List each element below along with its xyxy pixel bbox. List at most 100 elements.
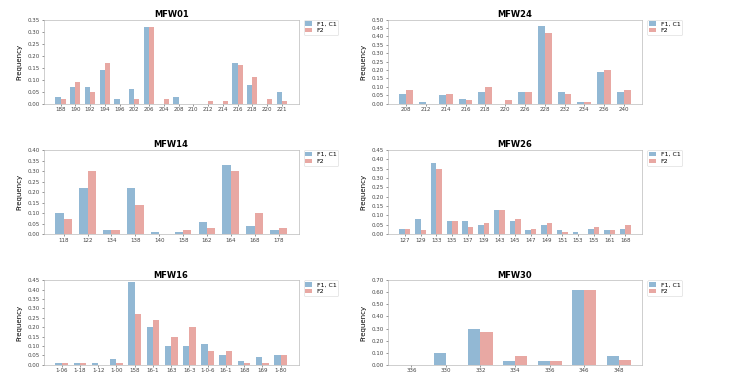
Bar [577,102,584,104]
Bar [201,344,207,365]
Bar [279,228,287,234]
Bar [624,90,631,104]
Bar [270,230,279,234]
Title: MFW14: MFW14 [154,140,188,149]
Bar [485,87,492,104]
Y-axis label: Frequency: Frequency [17,305,23,341]
Bar [207,228,215,234]
Bar [499,210,505,234]
Bar [545,33,552,104]
Bar [593,227,599,234]
Title: MFW24: MFW24 [498,10,532,19]
Bar [468,227,473,234]
Bar [564,94,572,104]
Bar [419,102,426,104]
Bar [199,221,207,234]
Bar [431,163,437,234]
Bar [208,102,213,104]
Bar [503,361,515,365]
Legend: F1, C1, F2: F1, C1, F2 [648,150,683,166]
Bar [92,363,99,365]
Bar [220,355,226,365]
Bar [173,96,179,104]
Bar [466,100,472,104]
Legend: F1, C1, F2: F1, C1, F2 [648,280,683,296]
Bar [103,230,112,234]
Bar [550,361,561,365]
Bar [607,356,619,365]
Bar [526,230,531,234]
Y-axis label: Frequency: Frequency [17,44,23,80]
Bar [226,352,232,365]
Bar [247,85,253,104]
Y-axis label: Frequency: Frequency [361,174,366,210]
Bar [604,70,611,104]
Bar [399,229,404,234]
Y-axis label: Frequency: Frequency [361,44,366,80]
Legend: F1, C1, F2: F1, C1, F2 [648,20,683,35]
Bar [562,232,568,234]
Bar [277,92,282,104]
Bar [64,220,72,234]
Bar [620,229,626,234]
Bar [439,95,446,104]
Bar [223,165,231,234]
Bar [452,221,458,234]
Bar [149,27,154,104]
Bar [80,188,88,234]
Bar [135,205,144,234]
Bar [415,219,420,234]
Bar [153,320,159,365]
Bar [446,94,453,104]
Bar [55,363,62,365]
Bar [115,99,120,104]
Bar [70,87,75,104]
Bar [572,232,578,234]
Bar [572,290,584,365]
Bar [505,100,512,104]
Bar [90,92,95,104]
Bar [610,230,615,234]
Bar [99,70,105,104]
Bar [469,328,480,365]
Bar [55,213,64,234]
Bar [135,314,141,365]
Bar [406,90,413,104]
Bar [134,99,139,104]
Bar [447,221,452,234]
Bar [171,336,177,365]
Bar [510,221,515,234]
Bar [144,27,149,104]
Title: MFW01: MFW01 [154,10,188,19]
Bar [256,357,262,365]
Bar [61,99,66,104]
Bar [399,94,406,104]
Bar [244,363,250,365]
Bar [584,102,591,104]
Bar [151,232,159,234]
Bar [164,99,169,104]
Bar [232,63,237,104]
Bar [541,225,547,234]
Bar [538,26,545,104]
Legend: F1, C1, F2: F1, C1, F2 [304,20,339,35]
Bar [237,65,242,104]
Y-axis label: Frequency: Frequency [361,305,366,341]
Bar [183,230,191,234]
Bar [537,361,550,365]
Bar [458,99,466,104]
Bar [462,221,468,234]
Bar [189,327,196,365]
Bar [483,223,489,234]
Bar [588,229,593,234]
Bar [557,230,562,234]
Bar [478,92,485,104]
Title: MFW16: MFW16 [154,270,188,279]
Bar [183,346,189,365]
Bar [246,226,255,234]
Y-axis label: Frequency: Frequency [17,174,23,210]
Bar [110,359,117,365]
Bar [165,346,171,365]
Bar [238,361,244,365]
Bar [480,332,493,365]
